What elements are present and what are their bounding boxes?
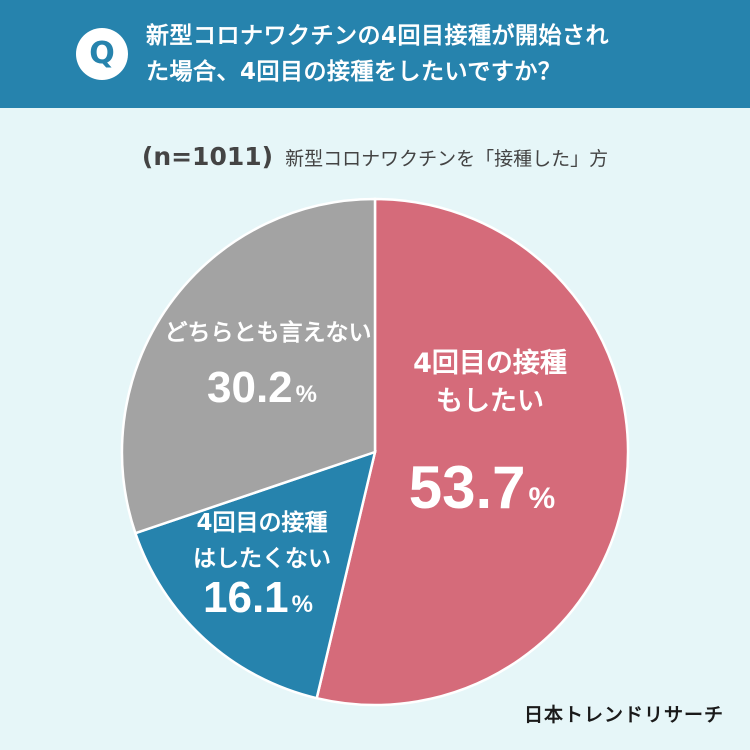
pie-slice-3	[120, 197, 377, 535]
chart-subtitle: (n=1011) 新型コロナワクチンを「接種した」方	[0, 142, 750, 171]
slice-value-3: 30.2%	[207, 363, 317, 412]
sample-size: (n=1011)	[141, 142, 274, 171]
question-text: 新型コロナワクチンの4回目接種が開始され た場合、4回目の接種をしたいですか？	[146, 23, 610, 85]
brand-logo: 日本トレンドリサーチ	[523, 704, 724, 726]
slice-value-2: 16.1%	[203, 573, 313, 622]
slice-label-2-line-2: はしたくない	[193, 546, 331, 572]
slice-label-1-line-2: もしたい	[436, 386, 544, 417]
slice-value-1: 53.7%	[409, 454, 555, 521]
respondent-group: 新型コロナワクチンを「接種した」方	[285, 148, 609, 170]
slice-label-1-line-1: 4回目の接種	[413, 348, 567, 379]
question-header: Q 新型コロナワクチンの4回目接種が開始され た場合、4回目の接種をしたいですか…	[0, 0, 750, 108]
q-badge-icon: Q	[76, 28, 128, 80]
slice-label-2-line-1: 4回目の接種	[196, 510, 327, 536]
slice-label-3-line-1: どちらとも言えない	[165, 319, 372, 346]
pie-slice-1	[315, 197, 630, 707]
